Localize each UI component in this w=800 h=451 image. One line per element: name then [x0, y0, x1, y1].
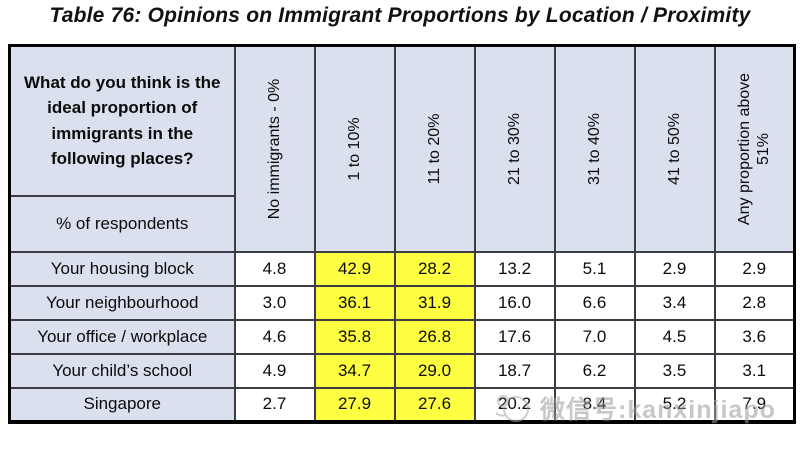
column-header-21-30: 21 to 30% [473, 44, 556, 253]
cell-highlighted: 27.9 [313, 386, 396, 423]
table-title: Table 76: Opinions on Immigrant Proporti… [49, 4, 751, 27]
cell-highlighted: 29.0 [393, 352, 476, 389]
column-header-11-20: 11 to 20% [393, 44, 476, 253]
column-header-label: 31 to 40% [585, 112, 603, 185]
column-header-label: 11 to 20% [425, 113, 443, 185]
column-header-label: No immigrants - 0% [265, 78, 283, 219]
table-row-neighbourhood: Your neighbourhood 3.0 36.1 31.9 16.0 6.… [8, 284, 796, 321]
data-table: What do you think is the ideal proportio… [8, 44, 796, 424]
cell: 3.6 [713, 318, 796, 355]
cell: 7.0 [553, 318, 636, 355]
row-label: Your child’s school [8, 352, 236, 389]
column-header-41-50: 41 to 50% [633, 44, 716, 253]
row-label: Singapore [8, 386, 236, 423]
cell: 20.2 [473, 386, 556, 423]
cell: 13.2 [473, 250, 556, 287]
cell-highlighted: 31.9 [393, 284, 476, 321]
column-header-label: 21 to 30% [505, 112, 523, 185]
cell: 5.1 [553, 250, 636, 287]
cell-highlighted: 35.8 [313, 318, 396, 355]
cell: 3.5 [633, 352, 716, 389]
cell-highlighted: 28.2 [393, 250, 476, 287]
row-label: Your housing block [8, 250, 236, 287]
column-header-above-51: Any proportion above 51% [713, 44, 796, 253]
cell: 17.6 [473, 318, 556, 355]
cell-highlighted: 26.8 [393, 318, 476, 355]
column-header-label: Any proportion above 51% [736, 72, 773, 225]
cell: 3.4 [633, 284, 716, 321]
header-row-question: What do you think is the ideal proportio… [8, 44, 796, 253]
cell-highlighted: 27.6 [393, 386, 476, 423]
cell: 8.4 [553, 386, 636, 423]
respondents-label: % of respondents [8, 194, 236, 253]
cell: 4.6 [233, 318, 316, 355]
cell: 3.0 [233, 284, 316, 321]
cell-highlighted: 34.7 [313, 352, 396, 389]
cell: 4.9 [233, 352, 316, 389]
cell: 18.7 [473, 352, 556, 389]
cell: 16.0 [473, 284, 556, 321]
column-header-label: 41 to 50% [665, 112, 683, 185]
column-header-no-immigrants: No immigrants - 0% [233, 44, 316, 253]
cell: 6.6 [553, 284, 636, 321]
cell-highlighted: 42.9 [313, 250, 396, 287]
table-row-singapore: Singapore 2.7 27.9 27.6 20.2 8.4 5.2 7.9 [8, 386, 796, 423]
cell: 4.8 [233, 250, 316, 287]
cell-highlighted: 36.1 [313, 284, 396, 321]
question-cell: What do you think is the ideal proportio… [8, 44, 236, 197]
column-header-label: 1 to 10% [345, 117, 363, 181]
cell: 5.2 [633, 386, 716, 423]
cell: 6.2 [553, 352, 636, 389]
cell: 2.9 [713, 250, 796, 287]
table-row-office-workplace: Your office / workplace 4.6 35.8 26.8 17… [8, 318, 796, 355]
column-header-1-10: 1 to 10% [313, 44, 396, 253]
cell: 4.5 [633, 318, 716, 355]
cell: 3.1 [713, 352, 796, 389]
table-row-housing-block: Your housing block 4.8 42.9 28.2 13.2 5.… [8, 250, 796, 287]
cell: 7.9 [713, 386, 796, 423]
cell: 2.9 [633, 250, 716, 287]
table-row-childs-school: Your child’s school 4.9 34.7 29.0 18.7 6… [8, 352, 796, 389]
row-label: Your neighbourhood [8, 284, 236, 321]
header-row-respondents: % of respondents [8, 194, 795, 253]
cell: 2.7 [233, 386, 316, 423]
column-header-31-40: 31 to 40% [553, 44, 636, 253]
cell: 2.8 [713, 284, 796, 321]
row-label: Your office / workplace [8, 318, 236, 355]
